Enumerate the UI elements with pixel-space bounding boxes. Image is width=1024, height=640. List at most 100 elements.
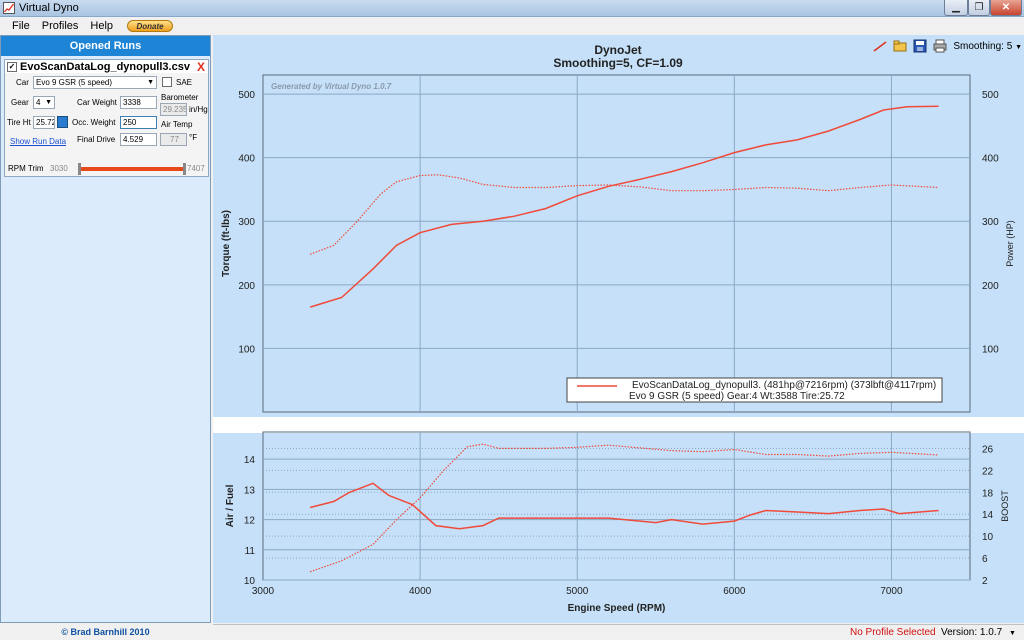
x-tick-label: 4000 [409, 586, 432, 597]
rpm-trim-max: 7407 [187, 164, 205, 173]
smoothing-dropdown[interactable]: Smoothing: 5 ▼ [953, 41, 1022, 52]
opened-runs-panel: Opened Runs ✓ EvoScanDataLog_dynopull3.c… [0, 35, 211, 623]
opened-runs-header: Opened Runs [1, 36, 210, 56]
x-tick-label: 6000 [723, 586, 746, 597]
chevron-down-icon: ▼ [147, 79, 154, 86]
upper-right-axis-label: Power (HP) [1005, 220, 1015, 267]
gear-select[interactable]: 4 ▼ [33, 96, 55, 109]
profile-status: No Profile Selected [850, 627, 936, 638]
barometer-label: Barometer [161, 93, 199, 102]
run-filename: EvoScanDataLog_dynopull3.csv [20, 60, 190, 73]
donate-button[interactable]: Donate [127, 20, 174, 32]
chart-splitter [213, 417, 1024, 433]
lower-left-tick: 11 [245, 546, 256, 557]
menu-file[interactable]: File [12, 20, 30, 32]
sae-checkbox[interactable] [162, 77, 172, 87]
menu-bar: File Profiles Help Donate [0, 17, 1024, 35]
lower-right-tick: 22 [982, 466, 994, 477]
x-tick-label: 3000 [252, 586, 275, 597]
chevron-down-icon: ▼ [1008, 630, 1016, 637]
sae-label: SAE [176, 78, 193, 87]
rpm-trim-slider-track[interactable] [80, 167, 184, 171]
menu-help[interactable]: Help [90, 20, 114, 32]
run-enabled-checkbox[interactable]: ✓ [7, 61, 17, 72]
calculator-icon[interactable] [57, 116, 68, 128]
lower-right-tick: 10 [982, 532, 994, 543]
close-icon: ✕ [1001, 2, 1011, 13]
watermark: Generated by Virtual Dyno 1.0.7 [271, 82, 392, 91]
chevron-down-icon: ▼ [1015, 43, 1022, 51]
lower-right-tick: 14 [982, 510, 994, 521]
power-series-line [309, 105, 939, 308]
open-folder-icon[interactable] [893, 39, 907, 53]
smoothing-label: Smoothing: 5 [953, 40, 1013, 52]
legend-line1: EvoScanDataLog_dynopull3. (481hp@7216rpm… [632, 380, 936, 391]
x-tick-label: 5000 [566, 586, 589, 597]
copyright: © Brad Barnhill 2010 [61, 627, 150, 637]
upper-left-tick: 300 [238, 217, 255, 228]
x-tick-label: 7000 [880, 586, 903, 597]
chart-area: DynoJet Smoothing=5, CF=1.09 Generated by … [213, 35, 1024, 623]
lower-left-tick: 13 [244, 485, 256, 496]
upper-right-tick: 100 [982, 344, 999, 355]
upper-left-tick: 100 [238, 344, 255, 355]
lower-right-tick: 18 [982, 488, 994, 499]
upper-plot-frame [262, 74, 971, 413]
line-style-icon[interactable] [873, 39, 887, 53]
occ-weight-input[interactable]: 250 [120, 116, 157, 129]
show-run-data-link[interactable]: Show Run Data [10, 137, 67, 146]
title-bar: Virtual Dyno ▁ ❐ ✕ [0, 0, 1024, 17]
upper-right-tick: 400 [982, 154, 999, 165]
window-title: Virtual Dyno [19, 2, 79, 14]
rpm-trim-max-handle[interactable] [183, 163, 186, 175]
chart-subtitle: Smoothing=5, CF=1.09 [553, 56, 683, 70]
maximize-button[interactable]: ❐ [968, 0, 990, 16]
version-dropdown[interactable]: Version: 1.0.7 ▼ [941, 627, 1016, 638]
run-title-row: ✓ EvoScanDataLog_dynopull3.csv [5, 60, 208, 73]
car-weight-label: Car Weight [77, 98, 117, 107]
lower-right-tick: 2 [982, 576, 988, 587]
lower-right-tick: 26 [982, 444, 994, 455]
air-temp-input[interactable]: 77 [160, 133, 187, 146]
upper-right-tick: 200 [982, 281, 999, 292]
chart-title: DynoJet [594, 43, 641, 57]
close-run-button[interactable]: X [196, 60, 205, 74]
upper-left-tick: 200 [238, 281, 255, 292]
status-bar: No Profile Selected Version: 1.0.7 ▼ [213, 624, 1024, 640]
rpm-trim-min-handle[interactable] [78, 163, 81, 175]
gear-label: Gear [11, 98, 29, 107]
app-icon [3, 2, 15, 14]
barometer-input[interactable]: 29.235 [160, 103, 187, 116]
upper-right-tick: 300 [982, 217, 999, 228]
gear-select-value: 4 [36, 98, 41, 107]
lower-right-axis-label: BOOST [1000, 490, 1010, 522]
print-icon[interactable] [933, 39, 947, 53]
save-icon[interactable] [913, 39, 927, 53]
close-window-button[interactable]: ✕ [990, 0, 1022, 16]
occ-weight-label: Occ. Weight [72, 118, 116, 127]
boost-series-line [309, 443, 939, 573]
minimize-button[interactable]: ▁ [944, 0, 968, 16]
tire-height-label: Tire Ht [7, 118, 31, 127]
car-label: Car [16, 78, 29, 87]
car-weight-input[interactable]: 3338 [120, 96, 157, 109]
tire-height-input[interactable]: 25.72 [33, 116, 55, 129]
lower-left-tick: 14 [244, 455, 256, 466]
final-drive-input[interactable]: 4.529 [120, 133, 157, 146]
torque-series-line [309, 174, 939, 255]
car-select[interactable]: Evo 9 GSR (5 speed) ▼ [33, 76, 157, 89]
menu-profiles[interactable]: Profiles [41, 20, 79, 32]
version-label: Version: 1.0.7 [941, 627, 1003, 638]
lower-left-axis-label: Air / Fuel [225, 484, 236, 527]
car-select-value: Evo 9 GSR (5 speed) [36, 78, 113, 87]
rpm-trim-label: RPM Trim [8, 164, 44, 173]
legend-box [566, 377, 943, 403]
rpm-trim-min: 3030 [50, 164, 68, 173]
air-temp-label: Air Temp [161, 120, 193, 129]
chevron-down-icon: ▼ [45, 99, 52, 106]
lower-left-tick: 10 [244, 576, 256, 587]
lower-left-tick: 12 [244, 516, 256, 527]
afr-series-line [309, 482, 939, 530]
run-card: ✓ EvoScanDataLog_dynopull3.csv X Car Evo… [4, 59, 209, 177]
